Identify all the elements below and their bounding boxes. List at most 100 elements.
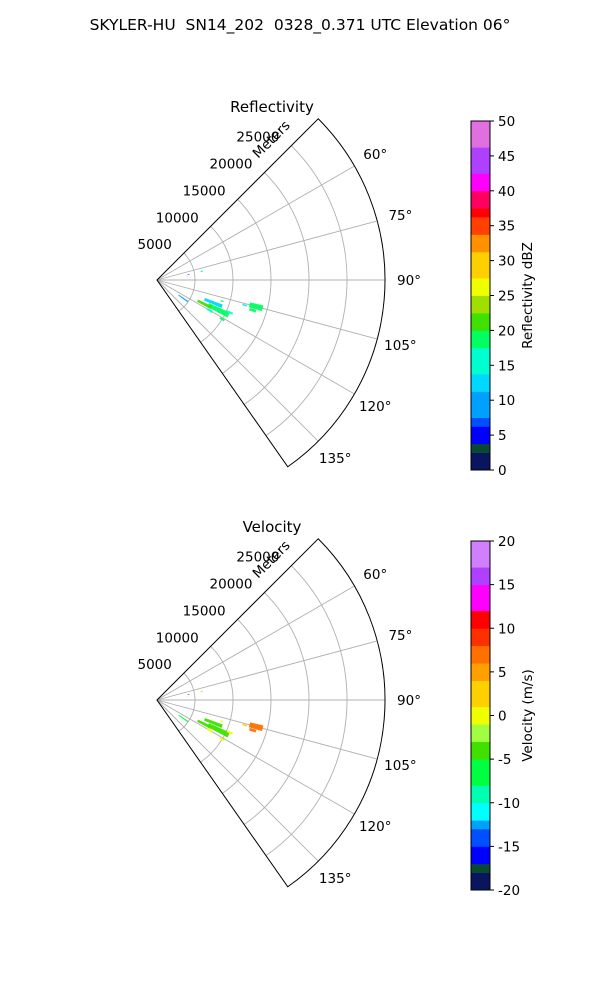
colorbar-segment <box>471 278 490 288</box>
colorbar-tick-label: 0 <box>498 463 507 479</box>
colorbar-tick-label: -15 <box>498 839 520 855</box>
colorbar-segment <box>471 541 490 551</box>
colorbar-segment <box>471 190 490 200</box>
colorbar-segment <box>471 828 490 839</box>
echo-patch-0 <box>248 302 264 312</box>
colorbar-segment <box>471 654 490 664</box>
range-tick-label: 5000 <box>138 657 172 673</box>
colorbar-tick-label: 20 <box>498 323 515 339</box>
colorbar-segment <box>471 698 490 708</box>
colorbar-segment <box>471 347 490 357</box>
echo-layer <box>178 690 264 742</box>
range-tick-label: 5000 <box>138 237 172 253</box>
colorbar-segment <box>471 680 490 690</box>
colorbar-segment <box>471 689 490 699</box>
range-ring-15000 <box>222 619 272 794</box>
colorbar-segment <box>471 846 490 856</box>
azimuth-tick-label: 120° <box>359 819 392 835</box>
colorbar-segment <box>471 251 490 261</box>
echo-patch-0 <box>248 722 264 732</box>
echo-patch-3 <box>204 297 223 309</box>
echo-patch-2 <box>249 307 257 313</box>
range-ring-10000 <box>200 225 234 343</box>
range-tick-label: 20000 <box>210 157 253 173</box>
colorbar-segment <box>471 776 490 786</box>
echo-layer <box>178 270 264 322</box>
echo-patch-1 <box>242 303 248 307</box>
azimuth-spoke-135 <box>156 279 319 442</box>
colorbar-segment <box>471 645 490 655</box>
echo-patch-6 <box>226 730 234 735</box>
colorbar-segment <box>471 593 490 603</box>
azimuth-spoke-105 <box>156 279 378 340</box>
colorbar-segment <box>471 365 490 375</box>
colorbar-segment <box>471 286 490 296</box>
colorbar-segment <box>471 567 490 577</box>
range-tick-label: 10000 <box>156 210 199 226</box>
colorbar-tick-label: 25 <box>498 289 515 305</box>
colorbar-segment <box>471 382 490 392</box>
colorbar-segment <box>471 391 490 401</box>
colorbar-tick-label: -5 <box>498 752 511 768</box>
colorbar-segment <box>471 408 490 419</box>
azimuth-spoke-105 <box>156 699 378 760</box>
azimuth-tick-label: 135° <box>319 451 352 467</box>
colorbar-segment <box>471 295 490 305</box>
colorbar-segment <box>471 794 490 804</box>
range-tick-label: 15000 <box>183 603 226 619</box>
echo-patch-10 <box>220 720 224 723</box>
colorbar-label: Velocity (m/s) <box>520 669 536 762</box>
colorbar-segment <box>471 435 490 445</box>
colorbar-tick-label: 40 <box>498 184 515 200</box>
colorbar-tick-label: 5 <box>498 428 507 444</box>
echo-patch-8 <box>219 316 225 322</box>
colorbar-segment <box>471 558 490 568</box>
colorbar-segment <box>471 671 490 681</box>
colorbar-segment <box>471 872 490 882</box>
colorbar-segment <box>471 820 490 830</box>
echo-patch-5 <box>197 719 212 730</box>
colorbar-segment <box>471 216 490 227</box>
colorbar-segment <box>471 321 490 331</box>
colorbar-tick-label: 5 <box>498 665 507 681</box>
echo-patch-5 <box>197 299 212 310</box>
range-ring-10000 <box>200 645 234 763</box>
echo-patch-9 <box>178 294 189 303</box>
range-tick-label: 25000 <box>236 550 279 566</box>
colorbar-tick-label: 10 <box>498 621 515 637</box>
range-ring-20000 <box>243 592 310 825</box>
colorbar-tick-label: 15 <box>498 358 515 374</box>
colorbar-segment <box>471 138 490 148</box>
echo-patch-7 <box>206 308 213 313</box>
colorbar-tick-label: -10 <box>498 796 520 812</box>
colorbar-segment <box>471 785 490 795</box>
colorbar-segment <box>471 164 490 174</box>
colorbar-segment <box>471 636 490 647</box>
colorbar-segment <box>471 304 490 314</box>
range-tick-label: 20000 <box>210 577 253 593</box>
colorbar-tick-label: 10 <box>498 393 515 409</box>
azimuth-tick-label: 105° <box>384 338 417 354</box>
colorbar-segment <box>471 724 490 734</box>
colorbar-segment <box>471 461 490 471</box>
colorbar-segment <box>471 732 490 743</box>
colorbar-segment <box>471 741 490 751</box>
azimuth-tick-label: 105° <box>384 758 417 774</box>
colorbar-segment <box>471 356 490 366</box>
range-ring-15000 <box>222 199 272 374</box>
colorbar-segment <box>471 400 490 410</box>
colorbar-tick-label: 45 <box>498 149 515 165</box>
colorbar-segment <box>471 243 490 253</box>
colorbar-segment <box>471 452 490 462</box>
colorbar-tick-label: 0 <box>498 709 507 725</box>
colorbar-segment <box>471 767 490 777</box>
range-tick-label: 15000 <box>183 183 226 199</box>
echo-patch-9 <box>178 714 189 723</box>
azimuth-tick-label: 90° <box>397 273 421 289</box>
colorbar-segment <box>471 426 490 436</box>
echo-patch-13 <box>200 270 203 273</box>
colorbar-tick-label: 20 <box>498 534 515 550</box>
colorbar: -20 -15 -10 -5 0 5 10 15 20 Velocity (m/s) <box>470 534 536 899</box>
colorbar-segment <box>471 881 490 891</box>
colorbar-label: Reflectivity dBZ <box>520 242 536 349</box>
